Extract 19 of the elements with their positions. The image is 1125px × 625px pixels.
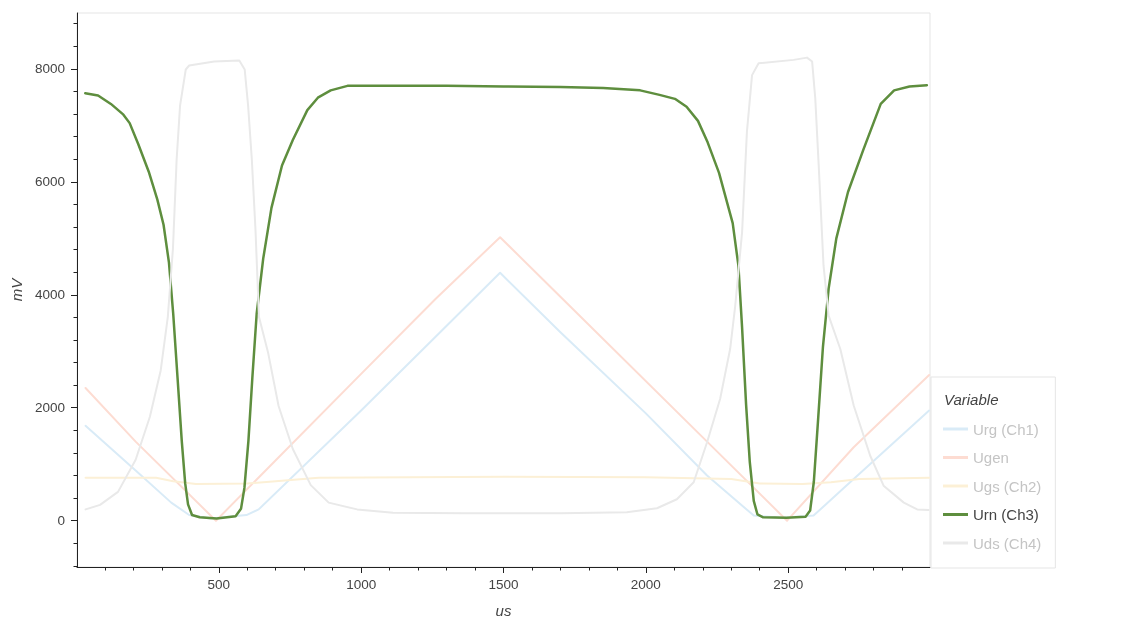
legend-title: Variable	[944, 391, 999, 408]
legend-label: Ugen	[973, 449, 1009, 466]
legend-label: Uds (Ch4)	[973, 534, 1042, 552]
y-tick-label: 0	[57, 513, 65, 529]
y-tick-label: 2000	[34, 400, 65, 416]
line-series	[84, 475, 931, 485]
x-tick-label: 1000	[346, 576, 377, 592]
x-tick-label: 2500	[773, 576, 804, 592]
x-tick-label: 1500	[488, 576, 519, 592]
x-axis-title: us	[495, 602, 512, 619]
y-tick-label: 8000	[34, 61, 65, 77]
x-tick-label: 2000	[630, 576, 661, 592]
y-tick-label: 4000	[34, 287, 65, 303]
legend-label: Ugs (Ch2)	[973, 477, 1042, 495]
y-tick-label: 6000	[34, 174, 65, 190]
y-axis-title: mV	[8, 276, 26, 302]
legend-label: Urg (Ch1)	[973, 420, 1039, 438]
x-tick-label: 500	[207, 576, 231, 592]
legend-label: Urn (Ch3)	[973, 506, 1039, 523]
